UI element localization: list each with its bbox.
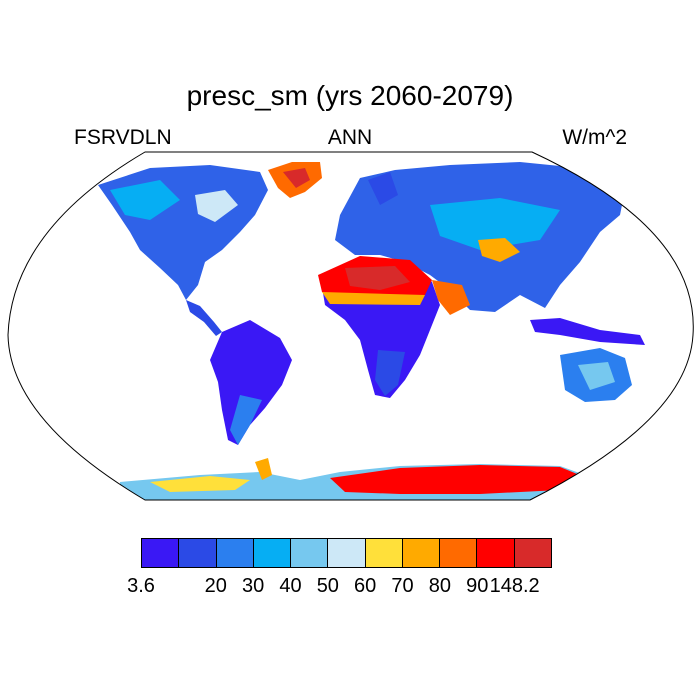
arabian-peninsula bbox=[432, 280, 470, 315]
south-america-landmass bbox=[210, 320, 292, 445]
colorbar-tick-label: 90 bbox=[466, 575, 489, 597]
central-america bbox=[186, 300, 222, 336]
colorbar-tick-label: 148.2 bbox=[489, 575, 540, 597]
colorbar-labels: 3.6 20 30 40 50 60 70 80 90 148.2 bbox=[0, 575, 700, 601]
colorbar-swatch bbox=[328, 539, 366, 567]
season-label: ANN bbox=[327, 126, 373, 149]
colorbar-swatch bbox=[142, 539, 180, 567]
colorbar-tick-label: 30 bbox=[241, 575, 265, 597]
antarctica-east-plateau bbox=[330, 465, 582, 494]
hudson-bay-area bbox=[195, 190, 238, 222]
australia-interior bbox=[578, 362, 615, 390]
colorbar-swatch bbox=[291, 539, 329, 567]
variable-label: FSRVDLN bbox=[74, 126, 172, 149]
colorbar-tick-label: 80 bbox=[428, 575, 452, 597]
antarctic-peninsula bbox=[255, 458, 272, 480]
colorbar-tick-label: 40 bbox=[279, 575, 302, 597]
north-america-highlight bbox=[110, 180, 180, 220]
colorbar-tick-label: 60 bbox=[354, 575, 377, 597]
greenland-core bbox=[283, 168, 310, 188]
southern-africa bbox=[375, 350, 405, 396]
map-title: presc_sm (yrs 2060-2079) bbox=[186, 80, 514, 111]
indonesia bbox=[530, 318, 645, 345]
eurasia-highlight bbox=[430, 198, 560, 250]
colorbar-tick-label: 3.6 bbox=[127, 575, 155, 597]
scandinavia bbox=[368, 172, 398, 205]
south-america-south bbox=[230, 395, 262, 445]
colorbar-swatch bbox=[402, 539, 441, 567]
colorbar-tick-label: 20 bbox=[204, 575, 227, 597]
colorbar-tick-label: 70 bbox=[391, 575, 414, 597]
colorbar-tick-label: 50 bbox=[316, 575, 339, 597]
colorbar-swatch bbox=[216, 539, 254, 567]
colorbar-swatch bbox=[514, 539, 551, 567]
tibet-plateau bbox=[478, 238, 520, 262]
map-border bbox=[7, 151, 694, 501]
colorbar-swatch bbox=[365, 539, 403, 567]
antarctica-west bbox=[150, 476, 250, 492]
sahel-band bbox=[322, 292, 425, 305]
units-label: W/m^2 bbox=[562, 126, 627, 149]
colorbar-swatch bbox=[253, 539, 292, 567]
colorbar bbox=[141, 538, 552, 568]
colorbar-swatch bbox=[179, 539, 217, 567]
colorbar-swatch bbox=[477, 539, 515, 567]
sahara-core bbox=[345, 266, 410, 290]
colorbar-swatch bbox=[440, 539, 478, 567]
